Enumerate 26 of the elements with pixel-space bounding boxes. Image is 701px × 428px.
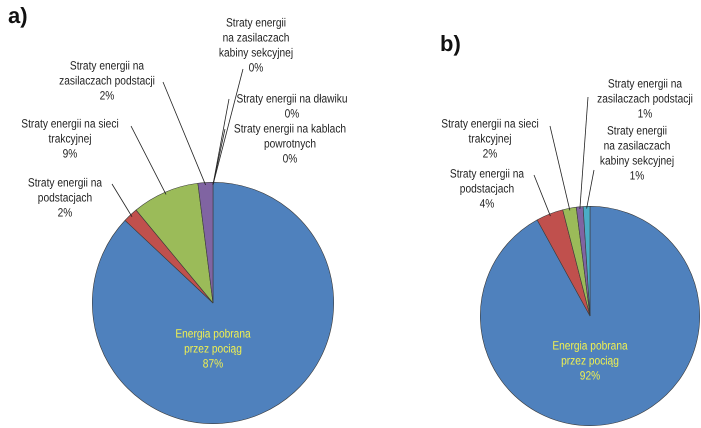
slice-label: Straty energii na podstacjach [28, 176, 103, 205]
data-label: 2% [100, 90, 114, 103]
data-label: 1% [630, 170, 644, 183]
chart-title: b) [440, 31, 461, 56]
text: 0% [282, 152, 298, 166]
slice-label: Straty energii na podstacjach [450, 168, 525, 196]
category-label: Straty energii na dławiku [236, 92, 348, 106]
text: 0% [248, 62, 264, 75]
category-label: Straty energii na zasilaczach kabiny sekcyjnej [218, 16, 294, 60]
data-label: 2% [482, 148, 498, 161]
slice-label: Straty energii na zasilaczach podstacji [59, 60, 155, 88]
text: 0% [284, 108, 300, 121]
slice-label: Straty energii na sieci trakcyjnej [21, 118, 119, 146]
data-label: 2% [58, 206, 72, 220]
slice-label: Straty energii na sieci trakcyjnej [441, 118, 539, 146]
slice-label: Straty energii na zasilaczach podstacji [597, 78, 693, 106]
data-label: 9% [62, 148, 78, 161]
data-label: 87% [202, 358, 224, 371]
slice-label: Energia pobrana przez pociąg [175, 328, 252, 356]
slice-label: Straty energii na zasilaczach kabiny sekcyjnej [600, 124, 674, 168]
category-label: Straty energii na kablach powrotnych [234, 122, 346, 151]
data-label: 1% [638, 108, 652, 121]
data-label: 92% [580, 370, 600, 383]
slice-label: Energia pobrana przez pociąg [552, 340, 628, 368]
chart-title: a) [8, 3, 28, 28]
data-label: 4% [480, 198, 494, 211]
